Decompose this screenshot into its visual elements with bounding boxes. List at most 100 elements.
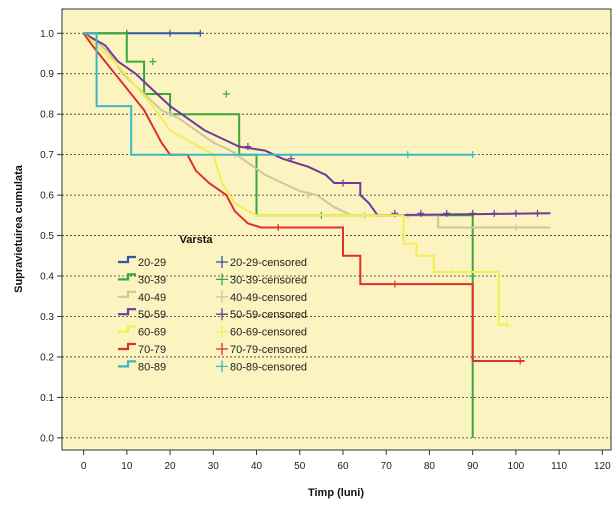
x-tick-label: 90	[467, 461, 479, 472]
y-tick-label: 0.1	[40, 393, 54, 404]
censor-mark	[404, 151, 412, 159]
legend-censored-label: 70-79-censored	[230, 344, 307, 356]
series-50-59	[83, 32, 551, 217]
legend-censor-mark	[216, 308, 228, 321]
legend-item: 20-29 20-29-censored	[118, 255, 307, 269]
x-tick-label: 120	[594, 461, 611, 472]
legend-censored-label: 60-69-censored	[230, 327, 307, 339]
legend-censor-mark	[216, 343, 228, 355]
y-tick-label: 0.5	[40, 231, 54, 242]
censor-mark	[490, 209, 498, 217]
legend-censor-mark	[216, 325, 228, 338]
censor-mark	[469, 272, 477, 280]
censor-mark	[469, 151, 477, 159]
censor-mark	[447, 268, 455, 276]
legend-title: Varsta	[179, 234, 213, 246]
censor-mark	[417, 209, 425, 217]
legend-censor-mark	[216, 360, 228, 373]
legend-censor-mark	[216, 256, 228, 268]
x-tick-label: 110	[551, 461, 567, 472]
legend-item: 30-39 30-39-censored	[118, 273, 307, 286]
legend-swatch	[118, 290, 136, 298]
censor-mark	[391, 280, 399, 288]
x-tick-label: 100	[508, 461, 525, 472]
y-tick-label: 0.3	[40, 312, 54, 323]
legend-item: 40-49 40-49-censored	[118, 290, 307, 304]
x-axis-title: Timp (luni)	[308, 487, 364, 499]
y-tick-label: 0.0	[40, 433, 54, 444]
censor-mark	[166, 29, 174, 37]
series-line	[83, 32, 473, 156]
censor-mark	[516, 357, 524, 365]
y-tick-label: 0.2	[40, 352, 54, 363]
censor-mark	[304, 191, 312, 199]
censor-mark	[244, 143, 252, 151]
x-tick-label: 40	[251, 461, 263, 472]
axes: 0.0 0.1 0.2 0.3 0.4 0.5 0.6 0.7 0.8 0.9 1.0 0 10 20 30…	[40, 29, 611, 472]
legend-item: 60-69 60-69-censored	[118, 325, 307, 339]
legend-label: 20-29	[138, 257, 166, 269]
legend-censored-label: 80-89-censored	[230, 361, 307, 373]
legend-item: 80-89 80-89-censored	[118, 360, 307, 373]
legend-censored-label: 50-59-censored	[230, 309, 307, 321]
censor-mark	[339, 179, 347, 187]
legend-censor-mark	[216, 273, 228, 286]
censor-mark	[512, 223, 520, 231]
x-tick-label: 60	[337, 461, 349, 472]
censor-mark	[503, 321, 511, 329]
legend-item: 50-59 50-59-censored	[118, 308, 307, 321]
legend-label: 80-89	[138, 361, 166, 373]
series-70-79	[82, 32, 525, 365]
censor-mark	[469, 209, 477, 217]
x-tick-label: 10	[121, 461, 133, 472]
censor-mark	[512, 209, 520, 217]
legend-label: 50-59	[138, 309, 166, 321]
legend-item: 70-79 70-79-censored	[118, 342, 307, 356]
legend-swatch	[118, 325, 136, 333]
plot-background	[62, 9, 611, 450]
legend-censored-label: 40-49-censored	[230, 292, 307, 304]
series-60-69	[82, 32, 511, 329]
censor-mark	[443, 209, 451, 217]
censor-mark	[149, 58, 157, 66]
y-tick-label: 0.6	[40, 191, 54, 202]
censor-mark	[222, 90, 230, 98]
x-tick-label: 80	[424, 461, 436, 472]
censor-mark	[534, 209, 542, 217]
legend-label: 70-79	[138, 344, 166, 356]
legend-label: 40-49	[138, 292, 166, 304]
y-axis-title: Supravietuirea cumulata	[13, 164, 25, 293]
y-tick-label: 1.0	[40, 29, 54, 40]
x-tick-label: 70	[381, 461, 393, 472]
plot-frame	[61, 8, 612, 451]
censor-mark	[196, 29, 204, 37]
censor-mark	[274, 223, 282, 231]
legend-swatch	[118, 308, 136, 316]
x-tick-label: 30	[208, 461, 220, 472]
legend-label: 60-69	[138, 327, 166, 339]
gridlines	[62, 32, 611, 439]
series-line	[83, 32, 551, 217]
legend-censored-label: 20-29-censored	[230, 257, 307, 269]
series-line	[82, 32, 525, 362]
y-tick-label: 0.4	[40, 272, 54, 283]
x-tick-label: 50	[294, 461, 306, 472]
censor-mark	[287, 155, 295, 163]
y-tick-label: 0.7	[40, 150, 54, 161]
y-tick-label: 0.8	[40, 110, 54, 121]
legend-censored-label: 30-39-censored	[230, 274, 307, 286]
x-tick-label: 20	[165, 461, 177, 472]
y-tick-label: 0.9	[40, 69, 54, 80]
series-layer	[82, 29, 551, 438]
legend-swatch	[118, 255, 136, 264]
series-80-89	[83, 32, 477, 159]
x-tick-label: 0	[81, 461, 87, 472]
legend-swatch	[118, 273, 136, 281]
legend-censor-mark	[216, 290, 228, 303]
series-line	[82, 32, 508, 326]
censor-mark	[339, 211, 347, 219]
censor-mark	[166, 110, 174, 118]
legend-label: 30-39	[138, 274, 166, 286]
legend-swatch	[118, 360, 136, 368]
